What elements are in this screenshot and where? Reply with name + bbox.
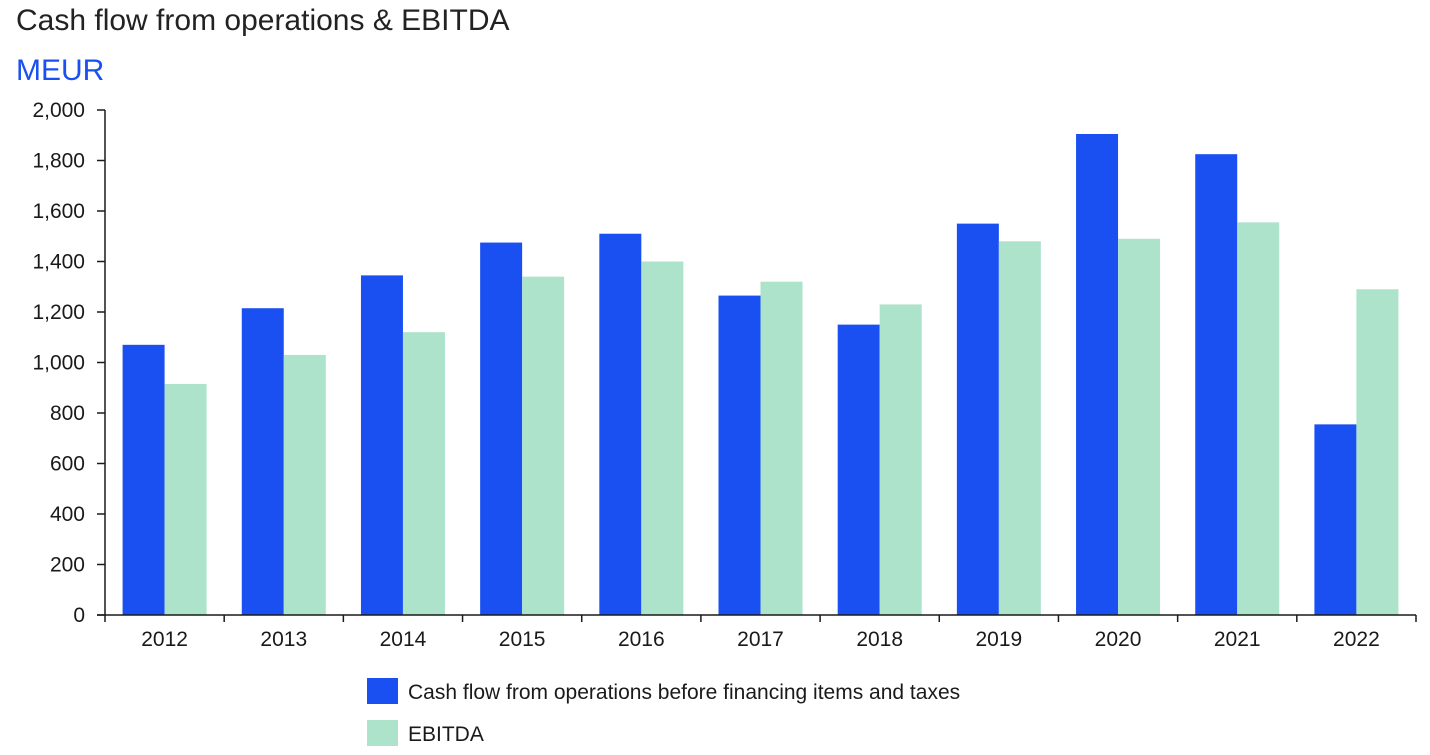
x-tick-label: 2022 xyxy=(1333,628,1380,651)
bar-ebitda-2022 xyxy=(1356,289,1399,615)
bar-cash-flow-2017 xyxy=(718,295,761,615)
y-tick-label: 1,200 xyxy=(32,301,85,324)
bar-ebitda-2012 xyxy=(164,383,207,615)
bar-ebitda-2018 xyxy=(879,304,922,615)
y-tick-label: 0 xyxy=(73,604,85,627)
bar-ebitda-2014 xyxy=(402,332,445,615)
x-tick-label: 2020 xyxy=(1095,628,1142,651)
y-tick-label: 400 xyxy=(50,503,85,526)
bar-cash-flow-2021 xyxy=(1195,154,1238,615)
x-tick-label: 2021 xyxy=(1214,628,1261,651)
bar-cash-flow-2012 xyxy=(122,344,165,615)
legend-label-ebitda: EBITDA xyxy=(408,723,484,746)
legend: Cash flow from operations before financi… xyxy=(367,678,960,746)
bars-layer xyxy=(122,133,1399,616)
chart-unit-label: MEUR xyxy=(16,54,105,87)
x-tick-label: 2015 xyxy=(499,628,546,651)
y-tick-label: 1,800 xyxy=(32,150,85,173)
bar-ebitda-2016 xyxy=(641,261,684,615)
bar-ebitda-2017 xyxy=(760,281,803,615)
legend-label-cash-flow: Cash flow from operations before financi… xyxy=(408,681,960,704)
bar-cash-flow-2022 xyxy=(1314,424,1357,615)
x-tick-label: 2019 xyxy=(976,628,1023,651)
y-tick-label: 2,000 xyxy=(32,99,85,122)
bar-cash-flow-2018 xyxy=(837,324,880,615)
legend-swatch-cash-flow xyxy=(367,678,398,704)
x-tick-label: 2012 xyxy=(141,628,188,651)
axes-layer: 0 200 400 600 800 1,000 1,200 1,400 1,600 1,800 2,… xyxy=(32,99,1417,651)
y-tick-label: 600 xyxy=(50,453,85,476)
y-tick-label: 800 xyxy=(50,402,85,425)
bar-ebitda-2013 xyxy=(283,354,326,615)
chart-title: Cash flow from operations & EBITDA xyxy=(16,4,510,37)
y-tick-label: 1,600 xyxy=(32,200,85,223)
y-tick-label: 1,000 xyxy=(32,352,85,375)
x-tick-label: 2017 xyxy=(737,628,784,651)
bar-cash-flow-2016 xyxy=(599,233,642,615)
x-tick-label: 2018 xyxy=(856,628,903,651)
legend-swatch-ebitda xyxy=(367,720,398,746)
x-tick-label: 2016 xyxy=(618,628,665,651)
x-tick-label: 2013 xyxy=(260,628,307,651)
y-tick-label: 200 xyxy=(50,554,85,577)
bar-cash-flow-2020 xyxy=(1076,133,1119,616)
bar-cash-flow-2019 xyxy=(956,223,999,615)
y-tick-label: 1,400 xyxy=(32,251,85,274)
bar-cash-flow-2014 xyxy=(360,275,403,615)
bar-ebitda-2020 xyxy=(1118,238,1161,615)
bar-cash-flow-2015 xyxy=(480,242,523,615)
bar-ebitda-2021 xyxy=(1237,222,1280,616)
x-tick-label: 2014 xyxy=(380,628,427,651)
bar-ebitda-2019 xyxy=(998,241,1041,616)
bar-cash-flow-2013 xyxy=(241,308,284,615)
bar-ebitda-2015 xyxy=(522,276,565,615)
